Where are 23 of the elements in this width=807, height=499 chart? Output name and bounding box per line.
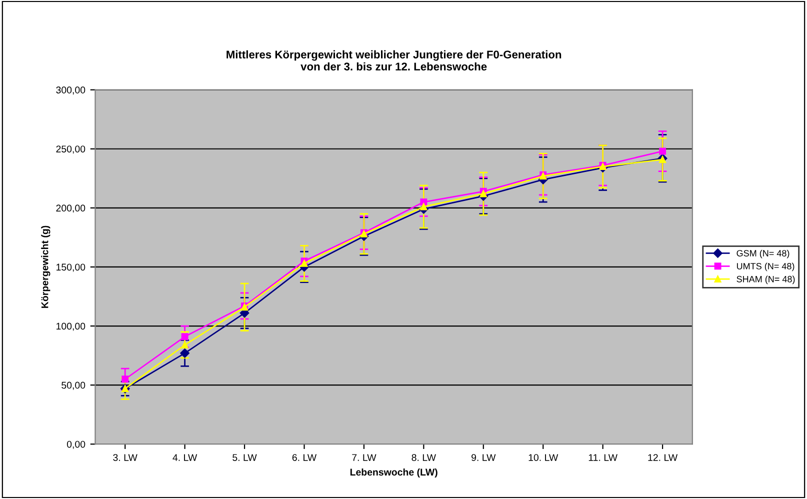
legend-label: GSM (N= 48) xyxy=(736,250,790,258)
x-tick-label: 10. LW xyxy=(528,454,558,461)
y-tick-label: 150,00 xyxy=(56,264,86,272)
y-tick-label: 100,00 xyxy=(56,322,86,331)
x-tick-label: 8. LW xyxy=(412,454,436,461)
x-tick-label: 6. LW xyxy=(292,454,317,461)
x-tick-label: 3. LW xyxy=(113,454,138,461)
x-tick-label: 12. LW xyxy=(648,454,678,461)
x-axis-title: Lebenswoche (LW) xyxy=(350,468,438,478)
y-tick-label: 50,00 xyxy=(62,382,86,390)
y-tick-label: 300,00 xyxy=(56,86,86,95)
y-tick-label: 250,00 xyxy=(56,146,86,154)
chart-title: Mittleres Körpergewicht weiblicher Jungtiere der F0-Generation von der 3. bis zur 12. Lebenswoche xyxy=(226,50,562,70)
legend-label: UMTS (N= 48) xyxy=(736,262,794,272)
y-tick-label: 200,00 xyxy=(56,204,86,213)
y-tick-label: 0,00 xyxy=(66,440,86,449)
x-tick-label: 5. LW xyxy=(232,454,257,461)
legend-label: SHAM (N= 48) xyxy=(736,276,795,284)
x-tick-label: 4. LW xyxy=(172,454,198,461)
x-tick-label: 11. LW xyxy=(588,454,618,461)
x-tick-label: 7. LW xyxy=(352,454,376,461)
y-axis-title: Körpergewicht (g) xyxy=(41,226,50,308)
x-tick-label: 9. LW xyxy=(472,454,496,461)
